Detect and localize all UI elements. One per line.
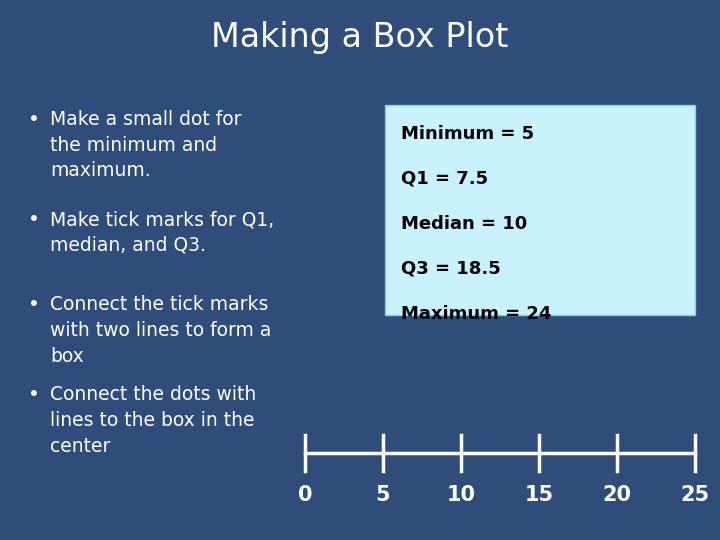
Text: •: • bbox=[28, 295, 40, 314]
Text: Connect the dots with
lines to the box in the
center: Connect the dots with lines to the box i… bbox=[50, 385, 256, 456]
Text: 5: 5 bbox=[376, 485, 390, 505]
Text: •: • bbox=[28, 110, 40, 129]
Text: 0: 0 bbox=[298, 485, 312, 505]
Text: 10: 10 bbox=[446, 485, 475, 505]
Text: Q3 = 18.5: Q3 = 18.5 bbox=[401, 260, 500, 278]
Bar bbox=[385, 105, 695, 315]
Text: Make tick marks for Q1,
median, and Q3.: Make tick marks for Q1, median, and Q3. bbox=[50, 210, 274, 255]
Text: Median = 10: Median = 10 bbox=[401, 215, 527, 233]
Text: 15: 15 bbox=[524, 485, 554, 505]
Text: Q1 = 7.5: Q1 = 7.5 bbox=[401, 170, 488, 188]
Text: 25: 25 bbox=[680, 485, 710, 505]
Text: •: • bbox=[28, 385, 40, 404]
Text: Make a small dot for
the minimum and
maximum.: Make a small dot for the minimum and max… bbox=[50, 110, 241, 180]
Text: 20: 20 bbox=[603, 485, 631, 505]
Text: Maximum = 24: Maximum = 24 bbox=[401, 305, 552, 323]
Text: Making a Box Plot: Making a Box Plot bbox=[212, 22, 508, 55]
Text: •: • bbox=[28, 210, 40, 229]
Text: Connect the tick marks
with two lines to form a
box: Connect the tick marks with two lines to… bbox=[50, 295, 271, 366]
Text: Minimum = 5: Minimum = 5 bbox=[401, 125, 534, 143]
